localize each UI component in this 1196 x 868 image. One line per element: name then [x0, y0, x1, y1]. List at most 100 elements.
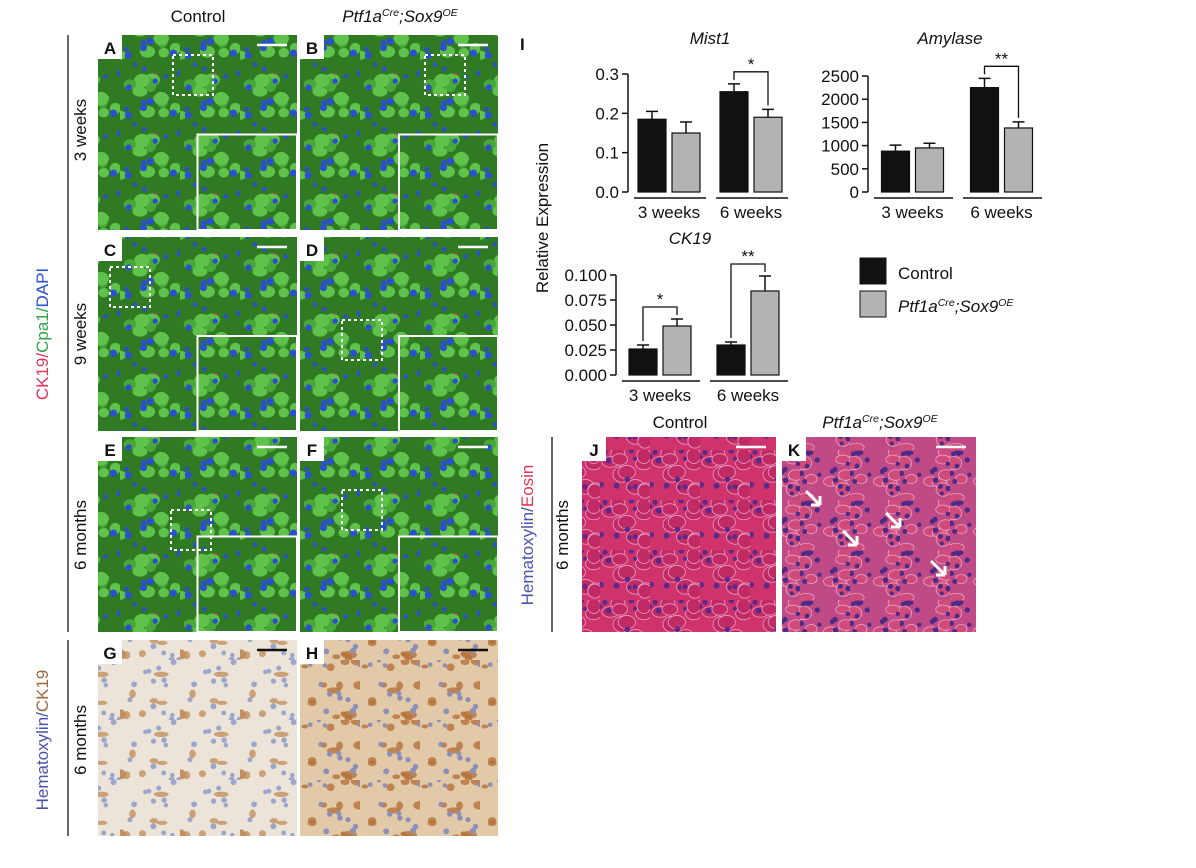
- y-tick-label: 500: [831, 160, 859, 179]
- legend-swatch: [859, 290, 887, 318]
- error-bar: [978, 77, 991, 88]
- y-axis-label: Relative Expression: [533, 143, 552, 293]
- legend: Control: [859, 257, 953, 318]
- genotype-label: Ptf1aCre;Sox9OE: [342, 7, 458, 26]
- letter-box: [300, 237, 324, 261]
- micrograph-panel: H: [300, 640, 498, 836]
- error-bar: [680, 121, 692, 133]
- significance-label: **: [741, 247, 755, 266]
- x-tick-label: 6 weeks: [720, 203, 782, 222]
- bar-chart: CK19 0.000 0.025 0.050 0.075 0.100 3 weeks * 6 w…: [564, 229, 788, 405]
- bar: [719, 91, 749, 193]
- inset-box: [172, 54, 214, 96]
- y-tick-label: 0.3: [595, 65, 619, 84]
- error-bar: [728, 83, 740, 92]
- arrow: [884, 511, 902, 529]
- bar: [914, 147, 945, 193]
- y-tick-label: 2000: [821, 90, 859, 109]
- row-label: 9 weeks: [71, 303, 90, 365]
- genotype-part: OE: [922, 413, 938, 425]
- x-tick-label: 3 weeks: [881, 203, 943, 222]
- significance-bracket: [730, 263, 766, 338]
- error-bar: [1012, 121, 1025, 128]
- bar: [671, 132, 701, 193]
- letter-box: [98, 437, 122, 461]
- genotype-part: Ptf1a: [822, 413, 862, 432]
- genotype-part: ;Sox9: [879, 413, 923, 432]
- stain-part: Hematoxylin/: [518, 507, 537, 606]
- inset: [398, 133, 499, 231]
- stain-label: Hematoxylin/Eosin: [518, 465, 537, 606]
- micrograph-panel: E: [98, 437, 298, 633]
- bar: [969, 86, 1000, 193]
- stain-part: CK19: [33, 670, 52, 713]
- genotype-part: ;Sox9: [399, 7, 443, 26]
- significance-bracket: [983, 65, 1020, 118]
- error-bar: [923, 142, 936, 148]
- panel-letter: F: [307, 441, 317, 460]
- bar-chart: Amylase 0 500 1000 1500 2000 2500 3 weeks 6 week…: [821, 29, 1042, 222]
- micrograph-panel: C: [98, 237, 298, 432]
- inset-box: [424, 54, 466, 96]
- y-tick-label: 1000: [821, 137, 859, 156]
- arrow: [804, 489, 822, 507]
- genotype-part: ;Sox9: [955, 297, 999, 316]
- stain-part: Cpa1/: [33, 307, 52, 353]
- micrograph: [782, 437, 976, 632]
- micrograph-panel: K: [782, 437, 976, 632]
- row-label: 6 months: [71, 705, 90, 775]
- row-label: 6 months: [71, 500, 90, 570]
- inset: [196, 535, 298, 633]
- y-tick-label: 0.025: [564, 341, 607, 360]
- y-tick-label: 0: [850, 183, 859, 202]
- stain-part: DAPI: [33, 268, 52, 308]
- error-bar: [637, 344, 649, 349]
- y-tick-label: 0.0: [595, 183, 619, 202]
- error-bar: [762, 108, 774, 118]
- stain-label: CK19/Cpa1/DAPI: [33, 268, 52, 400]
- y-tick-label: 0.000: [564, 366, 607, 385]
- panel-letter: I: [520, 35, 525, 54]
- micrograph: [582, 437, 776, 632]
- micrograph-panel: J: [582, 437, 776, 632]
- error-bar: [646, 110, 658, 120]
- column-label: Control: [653, 413, 708, 432]
- x-tick-label: 3 weeks: [638, 203, 700, 222]
- error-bar: [671, 318, 683, 326]
- genotype-part: OE: [998, 297, 1014, 309]
- letter-box: [98, 35, 122, 59]
- panel-letter: H: [306, 644, 318, 663]
- panel-letter: C: [104, 241, 116, 260]
- stain-part: Hematoxylin/: [33, 712, 52, 811]
- chart-title: Amylase: [916, 29, 982, 48]
- y-tick-label: 0.2: [595, 104, 619, 123]
- genotype-part: Cre: [938, 297, 955, 309]
- inset: [398, 335, 499, 432]
- letter-box: [300, 35, 324, 59]
- bar: [880, 150, 911, 193]
- significance-label: *: [748, 55, 755, 74]
- micrograph-panel: G: [98, 640, 297, 836]
- panel-letter: J: [589, 441, 598, 460]
- column-label: Control: [171, 7, 226, 26]
- arrow: [841, 529, 859, 547]
- letter-box: [300, 437, 324, 461]
- chart-title: CK19: [669, 229, 712, 248]
- letter-box: [98, 640, 122, 664]
- inset: [398, 535, 499, 633]
- legend-label: Ptf1aCre;Sox9OE: [898, 297, 1014, 316]
- significance-bracket: [642, 306, 678, 341]
- row-label: 6 months: [553, 500, 572, 570]
- inset-box: [341, 489, 383, 531]
- genotype-part: Cre: [382, 7, 399, 19]
- micrograph-panel: D: [300, 237, 499, 432]
- bar: [1003, 127, 1034, 193]
- panel-letter: E: [104, 441, 115, 460]
- error-bar: [725, 341, 737, 345]
- bar: [628, 348, 658, 376]
- error-bar: [889, 144, 902, 152]
- x-tick-label: 6 weeks: [970, 203, 1032, 222]
- y-tick-label: 0.100: [564, 266, 607, 285]
- genotype-label: Ptf1aCre;Sox9OE: [822, 413, 938, 432]
